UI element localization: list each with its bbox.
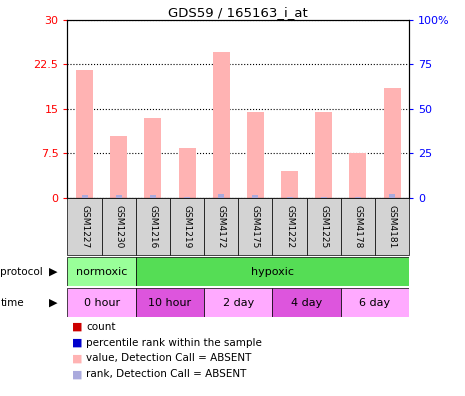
- Text: ■: ■: [72, 353, 83, 364]
- Bar: [341, 288, 409, 317]
- Bar: [355, 196, 361, 198]
- Bar: [384, 88, 401, 198]
- Text: 2 day: 2 day: [223, 297, 254, 308]
- Text: rank, Detection Call = ABSENT: rank, Detection Call = ABSENT: [86, 369, 246, 379]
- Bar: [144, 118, 161, 198]
- Bar: [150, 195, 156, 198]
- Bar: [341, 198, 375, 255]
- Text: GSM4175: GSM4175: [251, 205, 260, 248]
- Text: hypoxic: hypoxic: [251, 267, 294, 277]
- Bar: [101, 198, 136, 255]
- Text: GSM4172: GSM4172: [217, 205, 226, 248]
- Text: percentile rank within the sample: percentile rank within the sample: [86, 337, 262, 348]
- Text: 6 day: 6 day: [359, 297, 391, 308]
- Text: GSM1216: GSM1216: [148, 205, 157, 248]
- Text: ▶: ▶: [49, 297, 58, 308]
- Bar: [170, 198, 204, 255]
- Bar: [247, 112, 264, 198]
- Bar: [204, 288, 272, 317]
- Text: GSM1230: GSM1230: [114, 205, 123, 248]
- Bar: [321, 196, 327, 198]
- Bar: [218, 194, 224, 198]
- Bar: [136, 198, 170, 255]
- Text: GSM1222: GSM1222: [285, 205, 294, 248]
- Text: GSM4178: GSM4178: [353, 205, 362, 248]
- Text: GSM1219: GSM1219: [183, 205, 192, 248]
- Bar: [204, 198, 238, 255]
- Bar: [116, 195, 122, 198]
- Text: ■: ■: [72, 322, 83, 332]
- Bar: [286, 196, 292, 198]
- Bar: [110, 135, 127, 198]
- Bar: [349, 153, 366, 198]
- Bar: [252, 195, 259, 198]
- Bar: [315, 112, 332, 198]
- Bar: [184, 196, 190, 198]
- Text: GSM1225: GSM1225: [319, 205, 328, 248]
- Bar: [136, 257, 409, 286]
- Bar: [389, 194, 395, 198]
- Text: protocol: protocol: [0, 267, 43, 277]
- Bar: [81, 195, 87, 198]
- Bar: [272, 288, 341, 317]
- Bar: [281, 171, 298, 198]
- Text: value, Detection Call = ABSENT: value, Detection Call = ABSENT: [86, 353, 252, 364]
- Text: ▶: ▶: [49, 267, 58, 277]
- Bar: [67, 198, 101, 255]
- Bar: [375, 198, 409, 255]
- Text: ■: ■: [72, 369, 83, 379]
- Bar: [67, 257, 136, 286]
- Text: normoxic: normoxic: [76, 267, 127, 277]
- Text: 4 day: 4 day: [291, 297, 322, 308]
- Text: GSM4181: GSM4181: [388, 205, 397, 248]
- Text: count: count: [86, 322, 115, 332]
- Bar: [238, 198, 272, 255]
- Bar: [179, 147, 196, 198]
- Bar: [67, 288, 136, 317]
- Bar: [272, 198, 306, 255]
- Bar: [136, 288, 204, 317]
- Text: time: time: [0, 297, 24, 308]
- Text: GSM1227: GSM1227: [80, 205, 89, 248]
- Text: 0 hour: 0 hour: [84, 297, 120, 308]
- Title: GDS59 / 165163_i_at: GDS59 / 165163_i_at: [168, 6, 308, 19]
- Bar: [76, 70, 93, 198]
- Text: ■: ■: [72, 337, 83, 348]
- Bar: [213, 52, 230, 198]
- Text: 10 hour: 10 hour: [148, 297, 192, 308]
- Bar: [306, 198, 341, 255]
